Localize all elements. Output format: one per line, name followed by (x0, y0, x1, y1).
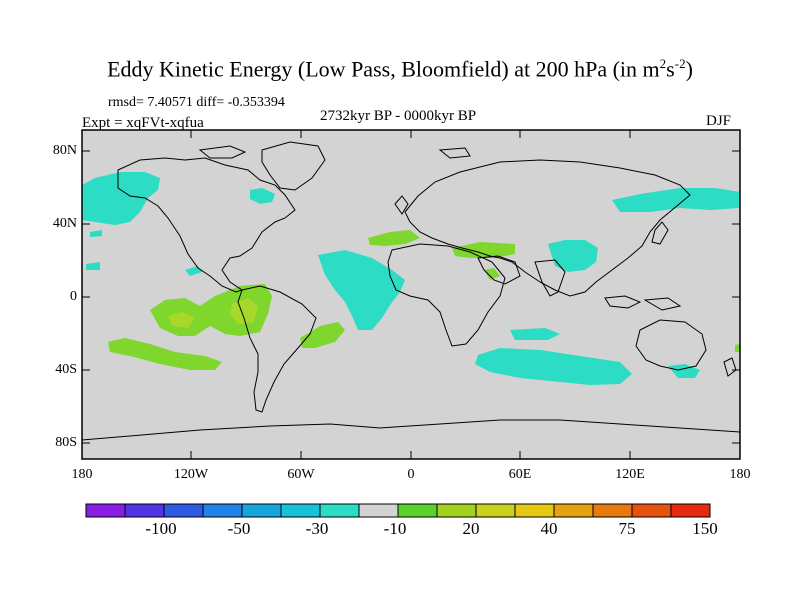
field-nw-pacific (548, 240, 598, 272)
field-red-sea (484, 268, 500, 280)
colorbar-swatch (397, 503, 438, 518)
field-australia-south (668, 364, 700, 378)
colorbar-swatch (241, 503, 282, 518)
field-mediterranean (368, 230, 420, 246)
field-arctic-cyan (90, 230, 102, 237)
colorbar-swatch (280, 503, 321, 518)
field-atlantic-central (318, 250, 405, 330)
field-npacific-west (82, 172, 160, 225)
axis-ticks (82, 130, 740, 459)
colorbar-swatch (358, 503, 399, 518)
colorbar-label: 20 (462, 519, 480, 538)
field-npacific-east (612, 188, 740, 212)
x-label-120e: 120E (615, 467, 645, 482)
field-southern-ocean (475, 348, 632, 385)
x-label-180e: 180 (729, 467, 751, 482)
chart-title: Eddy Kinetic Energy (Low Pass, Bloomfiel… (107, 56, 693, 82)
colorbar-swatch (592, 503, 633, 518)
y-label-80n: 80N (52, 143, 77, 158)
coastlines (82, 141, 740, 441)
field-south-pacific (108, 338, 222, 370)
field-east-pacific-core-1 (168, 312, 195, 328)
colorbar-swatch (85, 503, 126, 518)
colorbar-label: 75 (618, 519, 636, 538)
season-label: DJF (706, 113, 732, 129)
colorbar-swatch (124, 503, 165, 518)
colorbar-swatch (319, 503, 360, 518)
field-south-atlantic-east (510, 328, 560, 340)
colorbar-label: 40 (540, 519, 558, 538)
colorbar-label: 150 (692, 519, 718, 538)
colorbar-swatch (514, 503, 555, 518)
stats-text: rmsd= 7.40571 diff= -0.353394 (108, 95, 285, 110)
period-label: 2732kyr BP - 0000kyr BP (320, 108, 477, 124)
anomaly-fields (82, 172, 740, 385)
colorbar-label: -10 (383, 519, 407, 538)
x-label-120w: 120W (173, 467, 209, 482)
colorbar-swatch (553, 503, 594, 518)
colorbar-label: -50 (227, 519, 251, 538)
y-label-80s: 80S (55, 435, 77, 450)
colorbar-swatch (670, 503, 711, 518)
map-background (82, 130, 740, 459)
field-west-edge (86, 262, 100, 270)
y-label-40s: 40S (55, 362, 77, 377)
colorbar-swatch (631, 503, 672, 518)
colorbar-swatch (436, 503, 477, 518)
x-label-180w: 180 (71, 467, 93, 482)
field-east-edge-green (735, 344, 740, 352)
colorbar-swatch (202, 503, 243, 518)
colorbar (85, 503, 711, 518)
field-pacific-north-strip (185, 266, 202, 276)
colorbar-label: -100 (145, 519, 177, 538)
field-south-atlantic (300, 322, 345, 348)
x-label-0: 0 (407, 467, 415, 482)
x-label-60e: 60E (508, 467, 532, 482)
x-label-60w: 60W (287, 467, 315, 482)
colorbar-swatch (163, 503, 204, 518)
field-nafrica-arabia (452, 242, 515, 258)
colorbar-swatch (475, 503, 516, 518)
field-east-pacific-core-2 (230, 298, 258, 324)
field-greenland (250, 188, 275, 204)
colorbar-label: -30 (305, 519, 329, 538)
y-label-0: 0 (70, 289, 77, 304)
experiment-label: Expt = xqFVt-xqfua (82, 115, 204, 131)
y-label-40n: 40N (52, 216, 77, 231)
